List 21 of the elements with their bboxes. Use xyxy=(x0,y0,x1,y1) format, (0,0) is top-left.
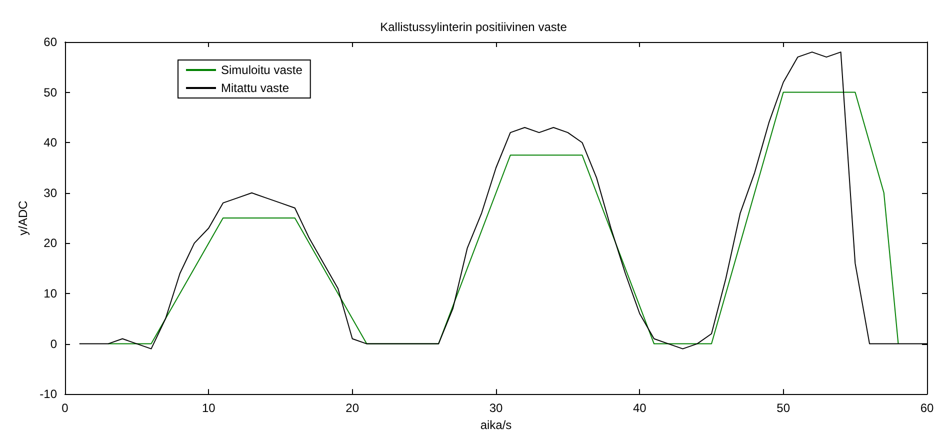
y-tick-label: 10 xyxy=(44,286,58,300)
legend-label: Mitattu vaste xyxy=(221,81,290,95)
x-axis-title: aika/s xyxy=(480,418,512,432)
chart-title: Kallistussylinterin positiivinen vaste xyxy=(380,20,568,34)
x-tick-label: 20 xyxy=(346,401,360,416)
y-tick-label: 30 xyxy=(44,186,58,200)
x-tick-label: 30 xyxy=(489,401,503,416)
x-tick-label: 40 xyxy=(632,401,647,416)
legend-label: Simuloitu vaste xyxy=(221,63,303,77)
y-axis-title: y/ADC xyxy=(16,200,30,236)
y-tick-label: 0 xyxy=(50,336,58,351)
y-tick-label: 20 xyxy=(44,236,58,250)
y-tick-label: -10 xyxy=(40,387,58,402)
y-tick-label: 50 xyxy=(44,85,58,100)
line-series xyxy=(108,92,899,344)
x-tick-label: 10 xyxy=(202,401,216,416)
y-tick-label: 60 xyxy=(44,35,58,49)
x-tick-label: 0 xyxy=(62,401,69,416)
x-tick-label: 50 xyxy=(776,401,790,416)
y-tick-label: 40 xyxy=(44,136,58,150)
x-tick-label: 60 xyxy=(920,401,934,416)
